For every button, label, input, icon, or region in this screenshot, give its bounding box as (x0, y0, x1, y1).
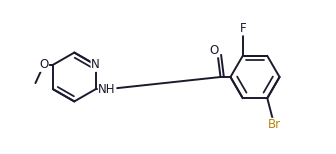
Text: F: F (240, 22, 246, 35)
Text: Br: Br (267, 118, 281, 131)
Text: NH: NH (98, 83, 116, 96)
Text: O: O (210, 44, 219, 57)
Text: O: O (39, 58, 48, 71)
Text: N: N (91, 58, 100, 71)
